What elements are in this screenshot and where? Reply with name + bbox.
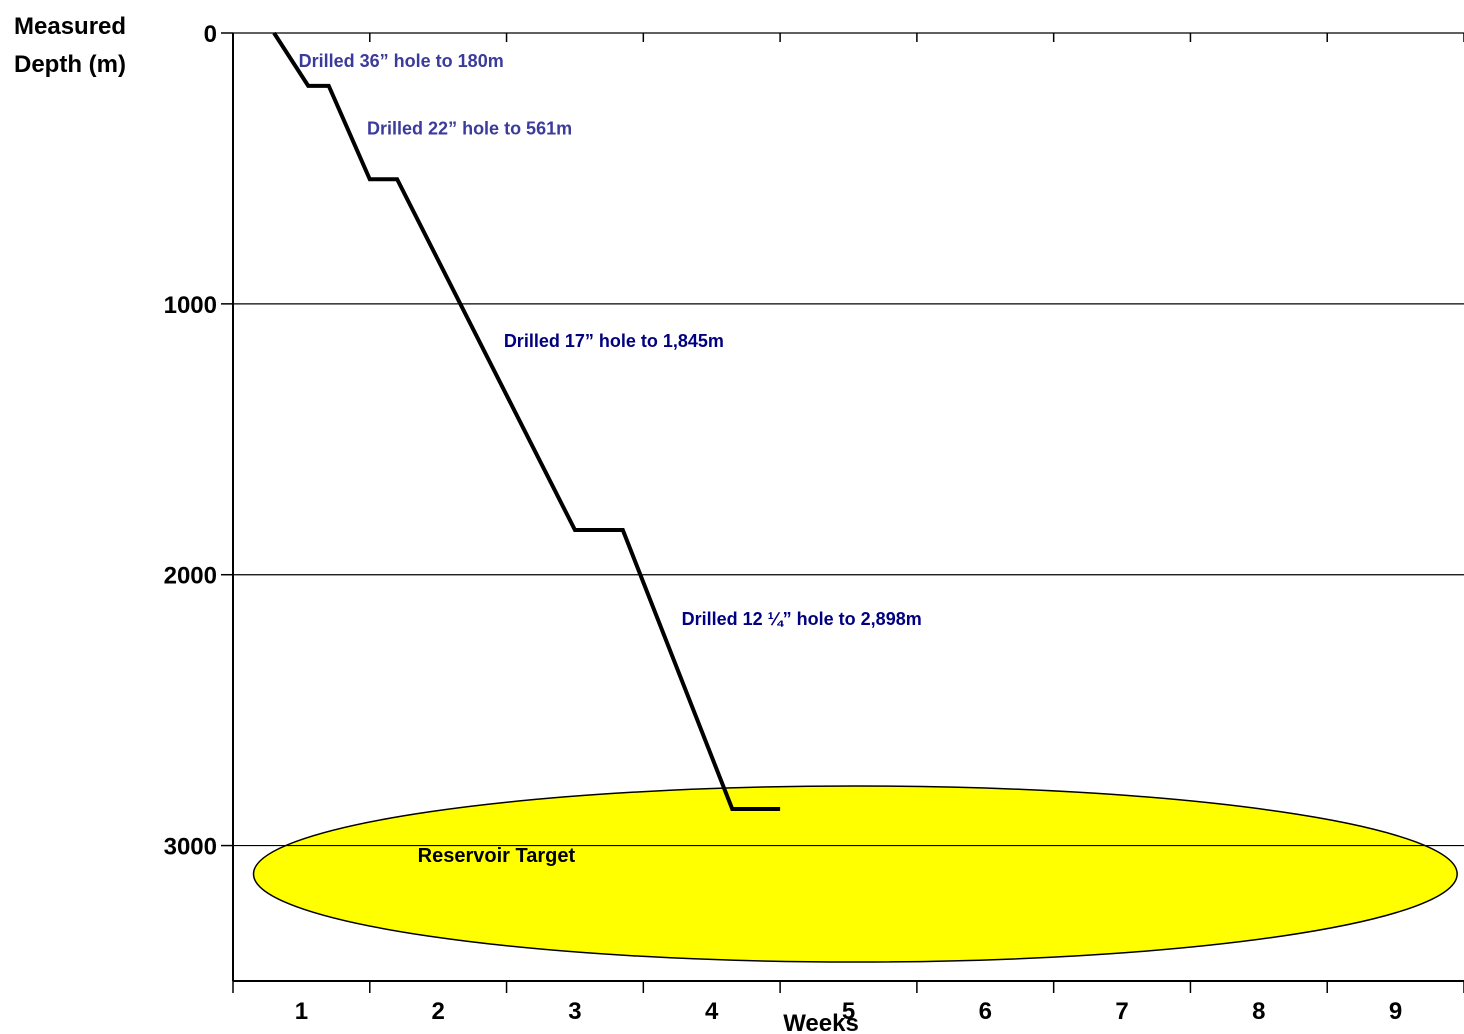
y-axis-title-line-2: Depth (m) (14, 51, 126, 78)
drilling-progress-line (272, 31, 781, 812)
x-tick-label: 3 (568, 998, 581, 1025)
x-tick-label: 2 (431, 998, 444, 1025)
reservoir-label: Reservoir Target (418, 845, 576, 867)
x-tick-label: 6 (979, 998, 992, 1025)
x-tick-label: 4 (705, 998, 719, 1025)
y-tick-label: 2000 (164, 563, 217, 590)
x-tick-label: 5 (842, 998, 855, 1025)
y-tick-label: 0 (204, 21, 217, 48)
annotation-label: Drilled 17” hole to 1,845m (504, 331, 724, 351)
y-tick-label: 1000 (164, 292, 217, 319)
annotation-label: Drilled 12 ¼” hole to 2,898m (682, 609, 922, 629)
x-tick-label: 8 (1252, 998, 1265, 1025)
x-tick-label: 1 (295, 998, 308, 1025)
x-tick-label: 7 (1115, 998, 1128, 1025)
x-axis-title: Weeks (783, 1010, 859, 1034)
annotation-label: Drilled 36” hole to 180m (299, 51, 504, 71)
annotation-label: Drilled 22” hole to 561m (367, 119, 572, 139)
x-tick-label: 9 (1389, 998, 1402, 1025)
y-axis-title-line-1: Measured (14, 13, 126, 40)
y-tick-label: 3000 (164, 834, 217, 861)
reservoir-ellipse (252, 785, 1458, 963)
